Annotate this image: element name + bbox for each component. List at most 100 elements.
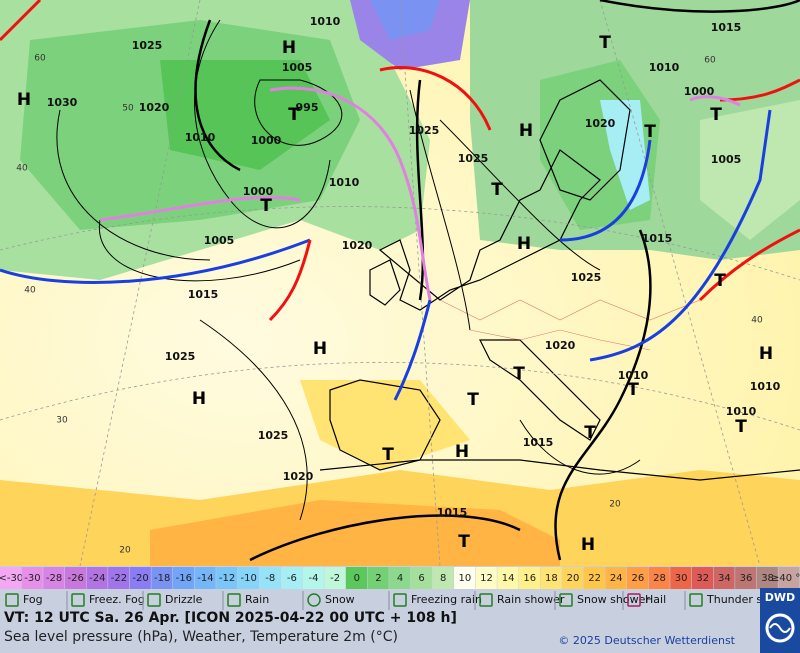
legend-label: Hail <box>645 593 666 606</box>
scale-cell <box>540 567 562 589</box>
legend-label: Rain shower <box>497 593 565 606</box>
pressure-center: T <box>714 271 726 291</box>
scale-label: 4 <box>397 573 403 584</box>
legend-icon <box>479 593 493 607</box>
scale-label: 12 <box>480 573 493 584</box>
scale-cell <box>454 567 476 589</box>
scale-label: 10 <box>458 573 471 584</box>
scale-label: -28 <box>46 573 62 584</box>
scale-cell <box>172 567 195 589</box>
scale-label: 0 <box>354 573 360 584</box>
legend-icon <box>393 593 407 607</box>
scale-label: 28 <box>653 573 666 584</box>
isotherm-label: 60 <box>704 56 716 66</box>
scale-label: -2 <box>330 573 340 584</box>
scale-cell <box>21 567 43 589</box>
isobar-label: 995 <box>296 101 319 114</box>
scale-label: -6 <box>287 573 297 584</box>
isobar-label: 1025 <box>571 271 602 284</box>
legend-label: Fog <box>23 593 43 606</box>
scale-cell <box>410 567 432 589</box>
isotherm-label: 60 <box>34 54 46 64</box>
map-background <box>0 0 800 566</box>
scale-label: -4 <box>309 573 319 584</box>
isobar-label: 1020 <box>545 339 576 352</box>
pressure-center: H <box>282 38 296 58</box>
isobar-label: 1010 <box>649 61 680 74</box>
logo-text: DWD <box>765 591 795 604</box>
pressure-center: T <box>599 33 611 53</box>
isobar-label: 1025 <box>132 39 163 52</box>
isobar-label: 1000 <box>684 85 715 98</box>
scale-cell <box>0 567 22 589</box>
pressure-center: T <box>260 196 272 216</box>
scale-cell <box>735 567 757 589</box>
isobar-label: 1010 <box>726 405 757 418</box>
pressure-center: T <box>288 105 300 125</box>
scale-label: 2 <box>375 573 381 584</box>
pressure-center: T <box>584 423 596 443</box>
scale-cell <box>670 567 692 589</box>
isobar-label: 1030 <box>47 96 78 109</box>
isobar-label: 1020 <box>342 239 373 252</box>
legend-label: Snow <box>325 593 355 606</box>
scale-cell <box>281 567 303 589</box>
scale-cell <box>562 567 584 589</box>
pressure-center: H <box>519 121 533 141</box>
pressure-center: T <box>467 390 479 410</box>
scale-cell <box>475 567 497 589</box>
pressure-center: H <box>17 90 31 110</box>
borders <box>439 299 701 351</box>
scale-cell <box>778 567 800 589</box>
pressure-center: T <box>458 532 470 552</box>
isobar-label: 1015 <box>523 436 554 449</box>
scale-cell <box>713 567 735 589</box>
pressure-center: H <box>517 234 531 254</box>
scale-cell <box>518 567 541 589</box>
scale-label: 20 <box>567 573 580 584</box>
scale-cell <box>194 567 216 589</box>
scale-cell <box>367 567 389 589</box>
isobar-label: 1000 <box>243 185 274 198</box>
pressure-center: T <box>735 417 747 437</box>
scale-label: 22 <box>588 573 601 584</box>
scale-cell <box>259 567 281 589</box>
pressure-center: H <box>192 389 206 409</box>
isobar-label: 1020 <box>585 117 616 130</box>
scale-label: 26 <box>631 573 644 584</box>
isobar-label: 1025 <box>458 152 489 165</box>
pressure-center: T <box>513 364 525 384</box>
scale-cell <box>691 567 714 589</box>
isobar-label: 1020 <box>139 101 170 114</box>
scale-cell <box>756 567 778 589</box>
isobar-label: 1005 <box>204 234 235 247</box>
scale-label: ≥40 °C <box>771 573 800 584</box>
legend-label: Freezing rain <box>411 593 482 606</box>
legend-icon <box>689 593 703 607</box>
isobar-label: 1005 <box>711 153 742 166</box>
scale-cell <box>302 567 324 589</box>
legend-label: Snow shower <box>577 593 650 606</box>
temperature-scale: <-30 -30 -28 -26 -24 -22 -20 -18 -16 -14 -12 -10 -8-… <box>0 567 800 589</box>
isobar-label: 1010 <box>329 176 360 189</box>
scale-cell <box>151 567 173 589</box>
scale-label: 14 <box>502 573 515 584</box>
pressure-center: H <box>455 442 469 462</box>
scale-label: 6 <box>418 573 424 584</box>
legend-label: Rain <box>245 593 269 606</box>
isobar-label: 1025 <box>165 350 196 363</box>
isobar-label: 1005 <box>282 61 313 74</box>
pressure-center: T <box>710 105 722 125</box>
scale-cell <box>345 567 368 589</box>
scale-label: 16 <box>523 573 536 584</box>
scale-cell <box>627 567 649 589</box>
pressure-center: H <box>313 339 327 359</box>
pressure-center: T <box>382 445 394 465</box>
scale-label: 36 <box>740 573 753 584</box>
isobar-label: 1010 <box>618 369 649 382</box>
scale-label: 38 <box>761 573 774 584</box>
scale-label: -18 <box>154 573 170 584</box>
scale-cell <box>389 567 411 589</box>
isotherm-label: 40 <box>16 164 28 174</box>
